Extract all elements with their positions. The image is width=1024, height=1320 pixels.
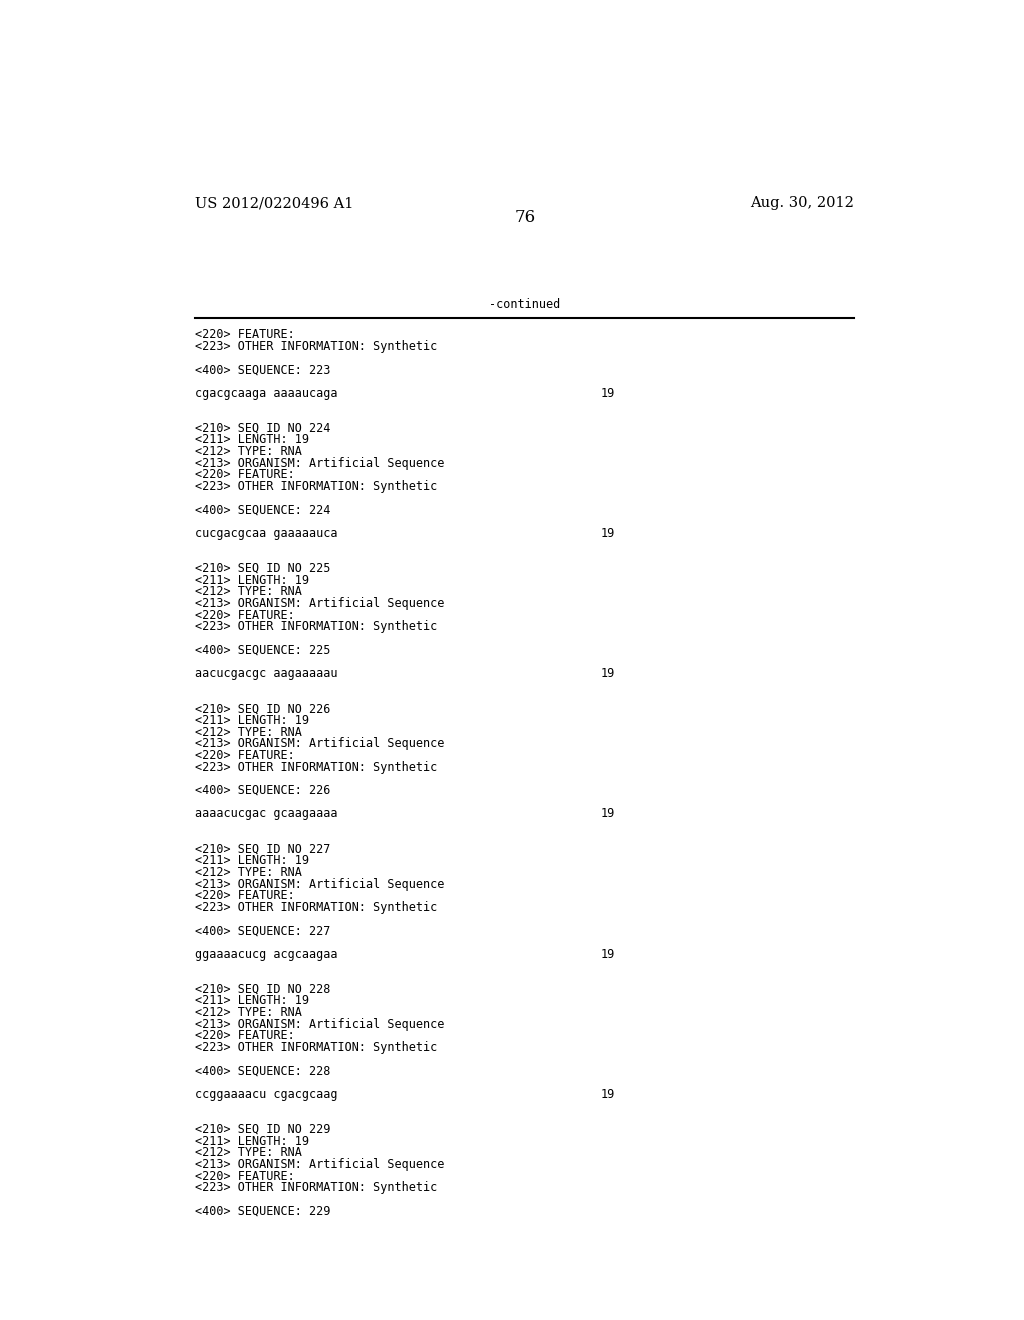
Text: 19: 19	[600, 387, 614, 400]
Text: cgacgcaaga aaaaucaga: cgacgcaaga aaaaucaga	[196, 387, 338, 400]
Text: ggaaaacucg acgcaagaa: ggaaaacucg acgcaagaa	[196, 948, 338, 961]
Text: cucgacgcaa gaaaaauca: cucgacgcaa gaaaaauca	[196, 527, 338, 540]
Text: <213> ORGANISM: Artificial Sequence: <213> ORGANISM: Artificial Sequence	[196, 738, 444, 750]
Text: <223> OTHER INFORMATION: Synthetic: <223> OTHER INFORMATION: Synthetic	[196, 1181, 437, 1195]
Text: <212> TYPE: RNA: <212> TYPE: RNA	[196, 726, 302, 739]
Text: <220> FEATURE:: <220> FEATURE:	[196, 329, 295, 341]
Text: <213> ORGANISM: Artificial Sequence: <213> ORGANISM: Artificial Sequence	[196, 597, 444, 610]
Text: US 2012/0220496 A1: US 2012/0220496 A1	[196, 195, 354, 210]
Text: <223> OTHER INFORMATION: Synthetic: <223> OTHER INFORMATION: Synthetic	[196, 620, 437, 634]
Text: <211> LENGTH: 19: <211> LENGTH: 19	[196, 994, 309, 1007]
Text: <212> TYPE: RNA: <212> TYPE: RNA	[196, 445, 302, 458]
Text: 19: 19	[600, 667, 614, 680]
Text: <210> SEQ ID NO 227: <210> SEQ ID NO 227	[196, 842, 331, 855]
Text: aaaacucgac gcaagaaaa: aaaacucgac gcaagaaaa	[196, 808, 338, 820]
Text: <220> FEATURE:: <220> FEATURE:	[196, 1170, 295, 1183]
Text: 76: 76	[514, 210, 536, 226]
Text: 19: 19	[600, 808, 614, 820]
Text: <210> SEQ ID NO 228: <210> SEQ ID NO 228	[196, 982, 331, 995]
Text: 19: 19	[600, 948, 614, 961]
Text: <213> ORGANISM: Artificial Sequence: <213> ORGANISM: Artificial Sequence	[196, 1158, 444, 1171]
Text: <211> LENGTH: 19: <211> LENGTH: 19	[196, 1135, 309, 1147]
Text: <400> SEQUENCE: 223: <400> SEQUENCE: 223	[196, 363, 331, 376]
Text: <211> LENGTH: 19: <211> LENGTH: 19	[196, 574, 309, 586]
Text: <223> OTHER INFORMATION: Synthetic: <223> OTHER INFORMATION: Synthetic	[196, 480, 437, 494]
Text: <220> FEATURE:: <220> FEATURE:	[196, 469, 295, 482]
Text: <212> TYPE: RNA: <212> TYPE: RNA	[196, 1146, 302, 1159]
Text: <210> SEQ ID NO 229: <210> SEQ ID NO 229	[196, 1123, 331, 1137]
Text: <220> FEATURE:: <220> FEATURE:	[196, 609, 295, 622]
Text: 19: 19	[600, 1088, 614, 1101]
Text: <400> SEQUENCE: 224: <400> SEQUENCE: 224	[196, 503, 331, 516]
Text: <213> ORGANISM: Artificial Sequence: <213> ORGANISM: Artificial Sequence	[196, 1018, 444, 1031]
Text: <211> LENGTH: 19: <211> LENGTH: 19	[196, 714, 309, 727]
Text: <213> ORGANISM: Artificial Sequence: <213> ORGANISM: Artificial Sequence	[196, 878, 444, 891]
Text: <211> LENGTH: 19: <211> LENGTH: 19	[196, 854, 309, 867]
Text: Aug. 30, 2012: Aug. 30, 2012	[751, 195, 854, 210]
Text: <210> SEQ ID NO 226: <210> SEQ ID NO 226	[196, 702, 331, 715]
Text: <212> TYPE: RNA: <212> TYPE: RNA	[196, 866, 302, 879]
Text: <400> SEQUENCE: 226: <400> SEQUENCE: 226	[196, 784, 331, 797]
Text: <211> LENGTH: 19: <211> LENGTH: 19	[196, 433, 309, 446]
Text: <223> OTHER INFORMATION: Synthetic: <223> OTHER INFORMATION: Synthetic	[196, 1041, 437, 1055]
Text: <220> FEATURE:: <220> FEATURE:	[196, 890, 295, 902]
Text: 19: 19	[600, 527, 614, 540]
Text: <220> FEATURE:: <220> FEATURE:	[196, 1030, 295, 1043]
Text: -continued: -continued	[489, 298, 560, 312]
Text: <400> SEQUENCE: 227: <400> SEQUENCE: 227	[196, 924, 331, 937]
Text: <212> TYPE: RNA: <212> TYPE: RNA	[196, 1006, 302, 1019]
Text: <400> SEQUENCE: 229: <400> SEQUENCE: 229	[196, 1205, 331, 1218]
Text: ccggaaaacu cgacgcaag: ccggaaaacu cgacgcaag	[196, 1088, 338, 1101]
Text: <212> TYPE: RNA: <212> TYPE: RNA	[196, 585, 302, 598]
Text: <223> OTHER INFORMATION: Synthetic: <223> OTHER INFORMATION: Synthetic	[196, 760, 437, 774]
Text: aacucgacgc aagaaaaau: aacucgacgc aagaaaaau	[196, 667, 338, 680]
Text: <400> SEQUENCE: 228: <400> SEQUENCE: 228	[196, 1064, 331, 1077]
Text: <400> SEQUENCE: 225: <400> SEQUENCE: 225	[196, 644, 331, 657]
Text: <220> FEATURE:: <220> FEATURE:	[196, 748, 295, 762]
Text: <213> ORGANISM: Artificial Sequence: <213> ORGANISM: Artificial Sequence	[196, 457, 444, 470]
Text: <210> SEQ ID NO 224: <210> SEQ ID NO 224	[196, 421, 331, 434]
Text: <210> SEQ ID NO 225: <210> SEQ ID NO 225	[196, 562, 331, 576]
Text: <223> OTHER INFORMATION: Synthetic: <223> OTHER INFORMATION: Synthetic	[196, 900, 437, 913]
Text: <223> OTHER INFORMATION: Synthetic: <223> OTHER INFORMATION: Synthetic	[196, 339, 437, 352]
